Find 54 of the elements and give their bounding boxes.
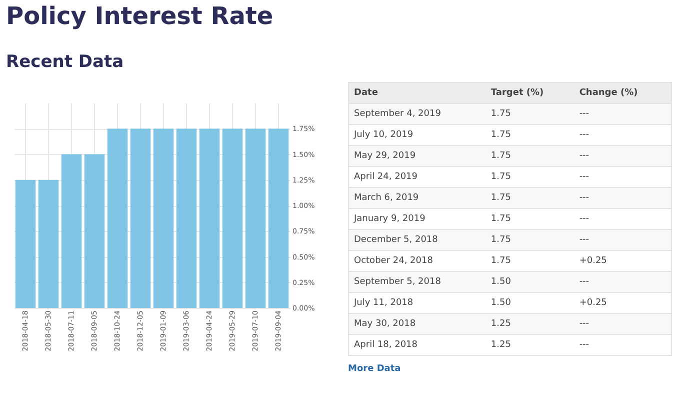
text: --- xyxy=(574,166,672,188)
chart-subtitle: Recent Data xyxy=(6,52,124,72)
bar xyxy=(268,128,289,308)
text: May 29, 2019 xyxy=(348,146,486,166)
text: 1.75 xyxy=(486,104,574,124)
text: --- xyxy=(574,146,672,166)
bar xyxy=(61,154,82,308)
bar xyxy=(107,128,128,308)
text: September 5, 2018 xyxy=(348,272,486,292)
bar xyxy=(176,128,197,308)
text: April 24, 2019 xyxy=(348,166,486,188)
text: 1.50 xyxy=(486,292,574,314)
text: 1.75 xyxy=(486,146,574,166)
text: May 30, 2018 xyxy=(348,314,486,334)
text: October 24, 2018 xyxy=(348,250,486,272)
chart-title: Policy Interest Rate xyxy=(6,2,274,30)
text: 1.75 xyxy=(486,124,574,146)
text: --- xyxy=(574,104,672,124)
bar xyxy=(153,128,174,308)
text: 1.75 xyxy=(486,230,574,250)
text: +0.25 xyxy=(574,292,672,314)
text: July 11, 2018 xyxy=(348,292,486,314)
text: 1.75 xyxy=(486,250,574,272)
text: 1.50 xyxy=(486,272,574,292)
text: --- xyxy=(574,272,672,292)
text: --- xyxy=(574,188,672,208)
text: March 6, 2019 xyxy=(348,188,486,208)
text: December 5, 2018 xyxy=(348,230,486,250)
text: --- xyxy=(574,124,672,146)
bar xyxy=(38,180,59,308)
bar xyxy=(245,128,266,308)
text: More Data xyxy=(348,364,402,374)
text: 1.25 xyxy=(486,314,574,334)
bar xyxy=(84,154,105,308)
bar xyxy=(130,128,151,308)
text: January 9, 2019 xyxy=(348,208,486,230)
text: --- xyxy=(574,314,672,334)
category-label: Date xyxy=(348,82,486,104)
text: April 18, 2018 xyxy=(348,334,486,356)
bar xyxy=(222,128,243,308)
category-label: Target (%) xyxy=(486,82,574,104)
text: 1.25 xyxy=(486,334,574,356)
text: July 10, 2019 xyxy=(348,124,486,146)
text: --- xyxy=(574,334,672,356)
text: --- xyxy=(574,208,672,230)
text: 1.75 xyxy=(486,166,574,188)
text: 1.75 xyxy=(486,208,574,230)
category-label: Change (%) xyxy=(574,82,672,104)
text: September 4, 2019 xyxy=(348,104,486,124)
text: --- xyxy=(574,230,672,250)
text: +0.25 xyxy=(574,250,672,272)
bar xyxy=(199,128,220,308)
bar xyxy=(15,180,36,308)
text: 1.75 xyxy=(486,188,574,208)
